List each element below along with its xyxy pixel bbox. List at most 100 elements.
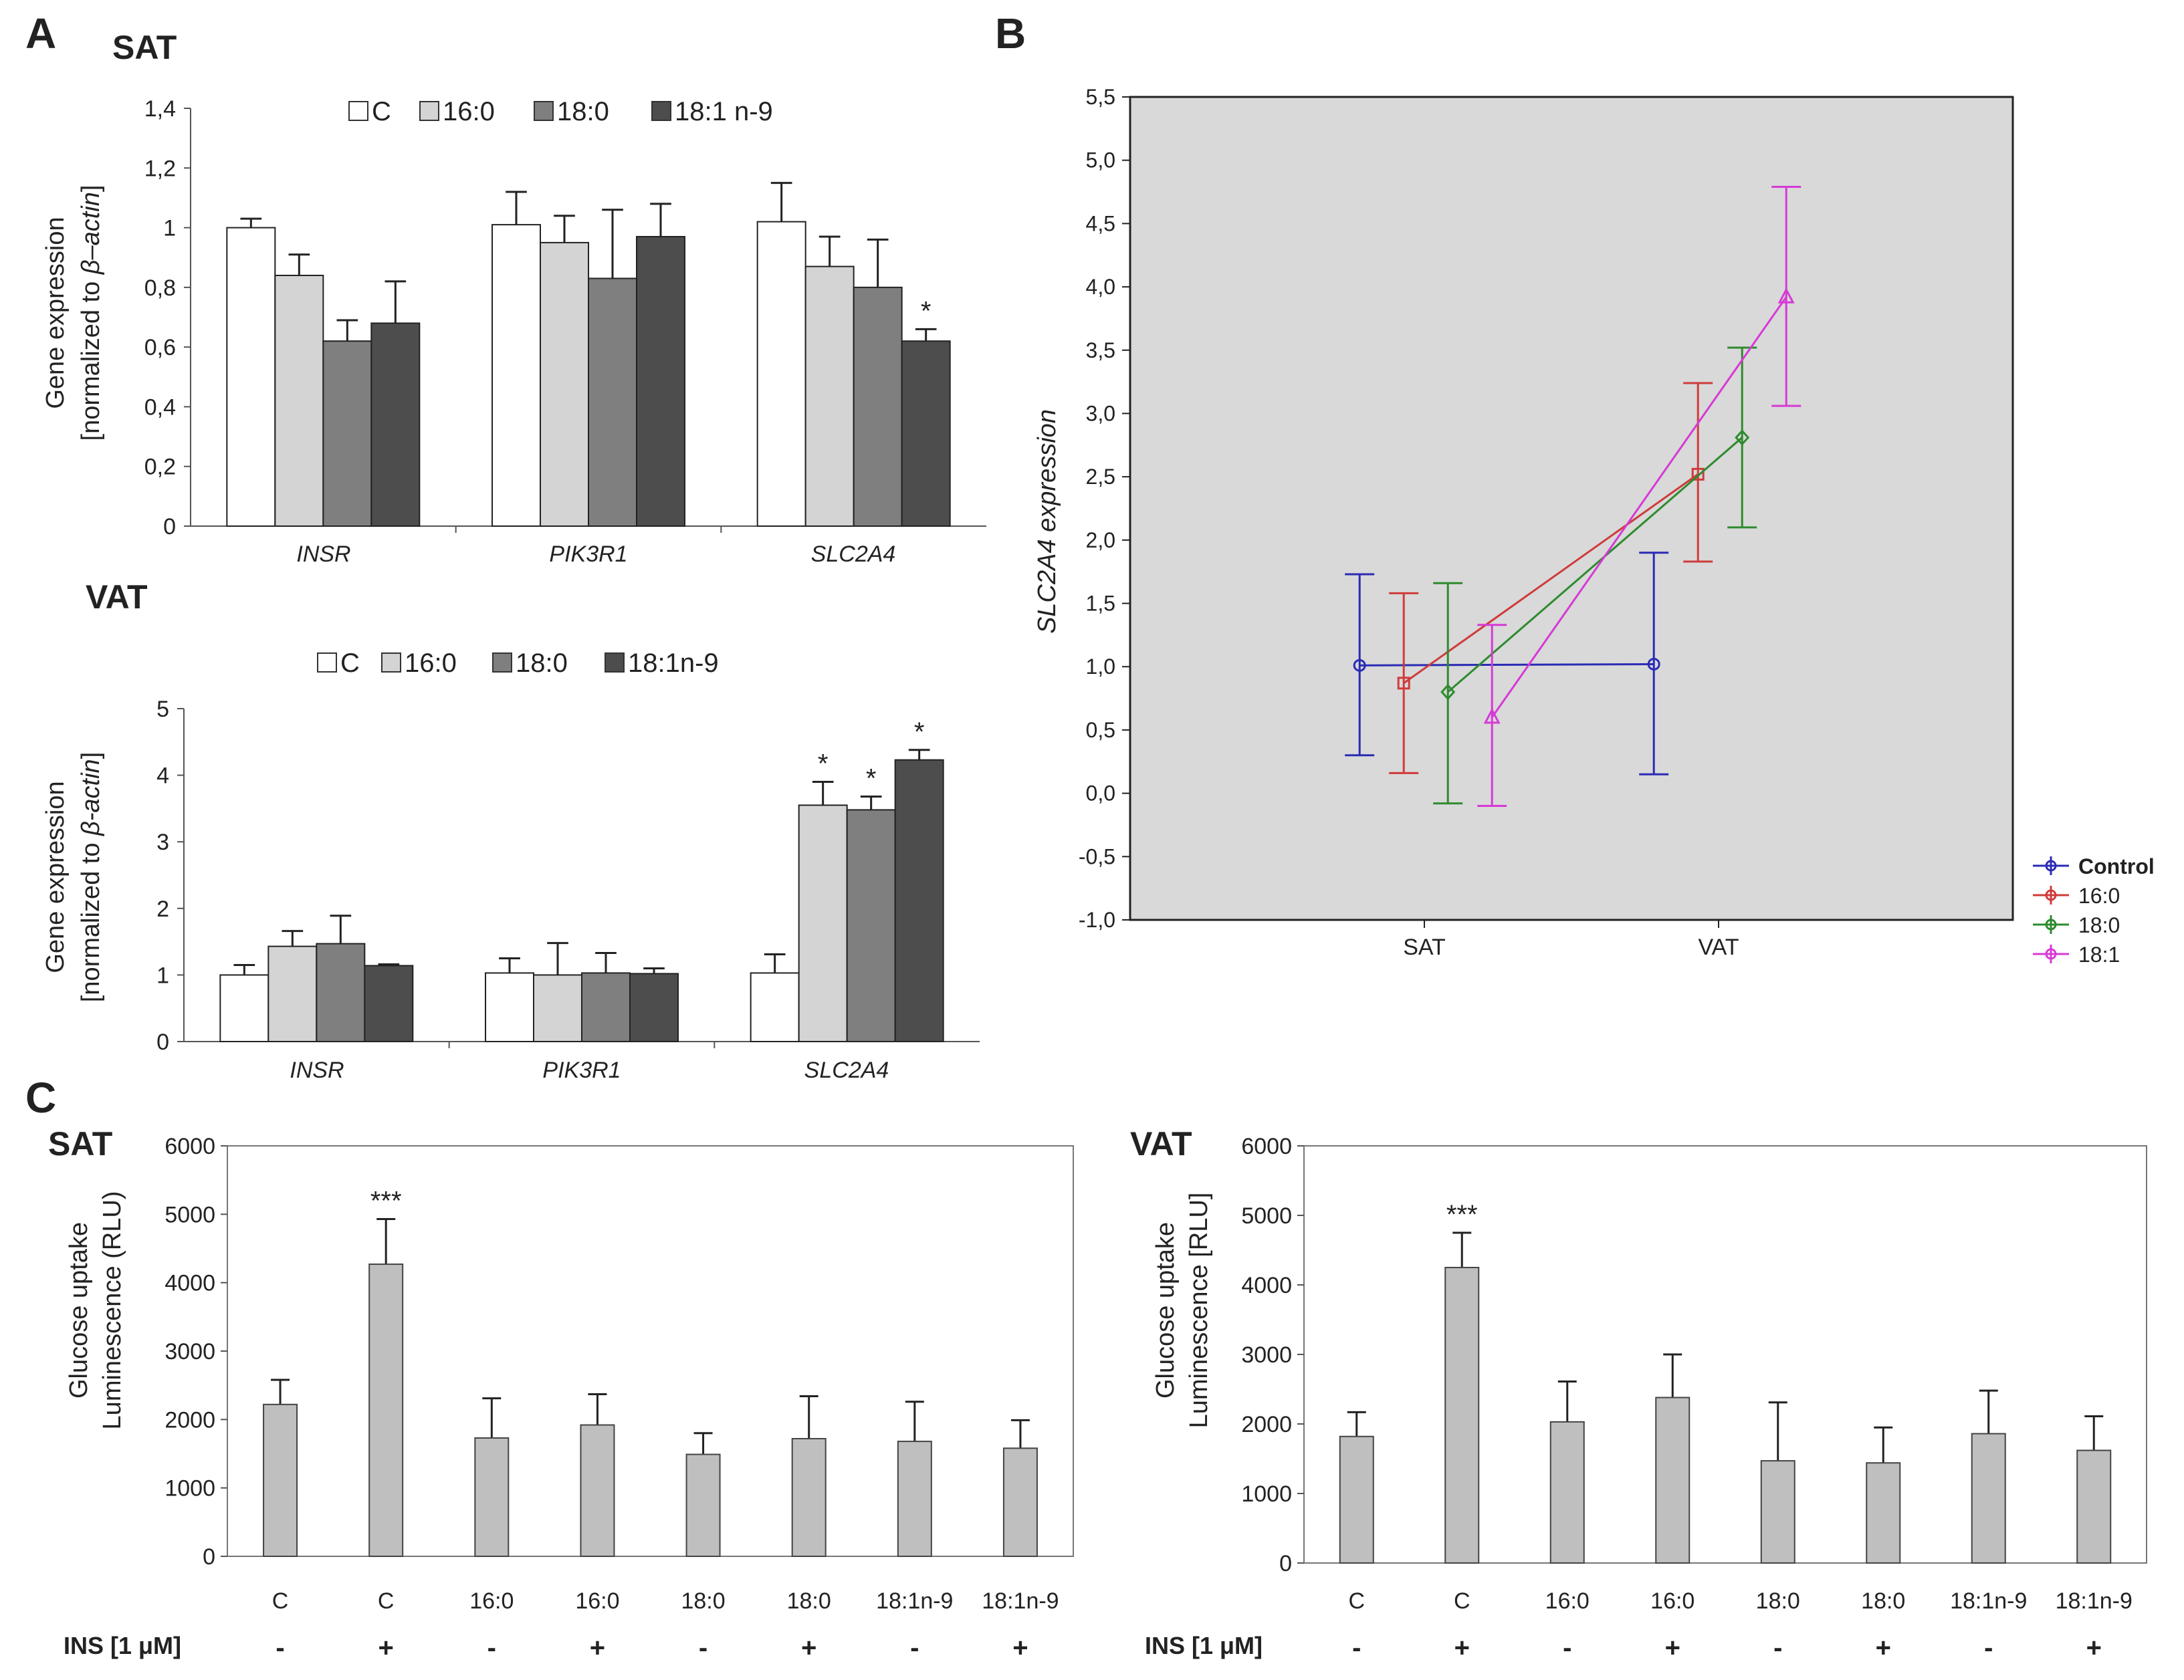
legend-label: C <box>340 648 360 678</box>
y-tick-label: 1000 <box>165 1476 215 1502</box>
y-tick-label: 0 <box>203 1544 215 1570</box>
legend-marker <box>2045 948 2057 960</box>
panel-c-sat-ylabel-line1: Glucose uptake <box>65 1222 93 1399</box>
x-category-label: 18:0 <box>1861 1588 1905 1614</box>
x-tick-label: VAT <box>1698 935 1739 960</box>
panel-a-sat-ylabel-line1: Gene expression <box>41 217 70 408</box>
panel-b-letter: B <box>995 9 1026 57</box>
y-tick-label: 4,5 <box>1086 211 1115 235</box>
x-category-label: 18:1n-9 <box>876 1588 953 1614</box>
y-tick-label: 1000 <box>1241 1481 1292 1507</box>
ins-indicator: + <box>590 1633 605 1663</box>
panel-c-sat-ylabel-line2: Luminescence (RLU) <box>98 1191 126 1430</box>
y-tick-label: 1,4 <box>144 96 176 122</box>
ins-indicator: - <box>1352 1633 1361 1663</box>
panel-a-sat-title: SAT <box>112 29 177 66</box>
y-tick-label: -1,0 <box>1079 908 1115 932</box>
panel-a-vat-title: VAT <box>86 578 148 616</box>
bar-18-1n-9-ins-minus <box>1971 1433 2006 1564</box>
y-tick-label: 5000 <box>1241 1203 1292 1229</box>
legend-b: Control 16:0 18:0 18:1 <box>2033 854 2155 967</box>
ins-indicator: - <box>1984 1633 1993 1663</box>
legend-swatch <box>419 101 439 121</box>
bar-18-1-n-9-pik3r1 <box>636 235 685 527</box>
category-label: PIK3R1 <box>549 542 627 567</box>
legend-swatch <box>605 652 625 673</box>
ins-indicator: + <box>1876 1633 1891 1663</box>
bar-18-0-insr <box>316 943 366 1043</box>
bar-16-0-ins-minus <box>1549 1421 1585 1564</box>
panel-a-vat-ylabel-line2: [normalized to β-actin] <box>77 752 105 1002</box>
data-point <box>1735 429 1750 446</box>
legend-marker <box>2045 860 2057 872</box>
category-label: INSR <box>290 1058 344 1083</box>
x-category-label: C <box>272 1588 289 1614</box>
category-label: SLC2A4 <box>811 542 896 567</box>
panel-c-sat-title: SAT <box>48 1125 112 1163</box>
x-category-label: C <box>378 1588 395 1614</box>
x-category-label: 16:0 <box>1545 1588 1590 1614</box>
x-category-label: C <box>1348 1588 1365 1614</box>
series-line-control <box>1359 663 1654 667</box>
y-tick-label: 0 <box>1279 1551 1292 1576</box>
bar-18-1n-9-slc2a4 <box>894 759 944 1043</box>
significance-star: * <box>866 763 877 793</box>
category-label: SLC2A4 <box>804 1058 889 1083</box>
category-labels-a-vat: INSR PIK3R1 SLC2A4 <box>290 1058 889 1083</box>
bar-18-1n-9-ins-minus <box>897 1441 932 1558</box>
chart-a-vat: 0 1 2 3 4 5 * * * <box>156 697 980 1055</box>
data-point <box>1777 287 1795 304</box>
panel-c-vat-title: VAT <box>1130 1125 1192 1163</box>
y-tick-label: 5000 <box>165 1202 215 1227</box>
y-tick-label: 4 <box>156 763 169 789</box>
panel-b-ylabel: SLC2A4 expression <box>1033 409 1061 634</box>
bar-18-0-ins-minus <box>685 1453 721 1558</box>
legend-swatch <box>651 101 671 121</box>
x-category-label: 16:0 <box>469 1588 514 1614</box>
legend-label: 18:1n-9 <box>628 648 719 678</box>
panel-c-vat-ins-label: INS [1 μM] <box>1145 1632 1263 1659</box>
bar-18-0-ins-minus <box>1760 1460 1795 1564</box>
ins-indicator: - <box>699 1633 707 1663</box>
legend-marker <box>2045 889 2057 901</box>
bar-18-1n-9-ins-plus <box>1002 1447 1038 1557</box>
legend-swatch <box>492 652 512 673</box>
ins-indicator: - <box>1563 1633 1571 1663</box>
chart-a-sat: 0 0,2 0,4 0,6 0,8 1 1,2 1,4 * <box>144 96 986 539</box>
x-category-label: C <box>1454 1588 1470 1614</box>
chart-c-sat: 0 1000 2000 3000 4000 5000 6000 C - *** C +16:0 - 16:… <box>165 1134 1074 1663</box>
y-tick-label: 0,4 <box>144 394 176 420</box>
series-line-18-0 <box>1447 437 1743 693</box>
bar-18-1n-9-pik3r1 <box>629 973 679 1042</box>
plot-area <box>1129 96 2014 921</box>
y-tick-label: 6000 <box>1241 1134 1292 1159</box>
y-tick-label: 5,5 <box>1086 85 1115 109</box>
ins-indicator: - <box>1773 1633 1782 1663</box>
x-tick-label: SAT <box>1403 935 1446 960</box>
bar-18-0-slc2a4 <box>846 809 896 1042</box>
bar-18-0-pik3r1 <box>581 972 631 1042</box>
legend-label: 18:0 <box>557 97 609 126</box>
y-tick-label: 3000 <box>1241 1342 1292 1368</box>
bar-C-ins-plus <box>1444 1267 1480 1564</box>
data-point <box>1483 707 1501 724</box>
category-label: INSR <box>296 542 350 567</box>
category-label: PIK3R1 <box>542 1058 621 1083</box>
ins-indicator: + <box>1665 1633 1680 1663</box>
ins-indicator: + <box>1454 1633 1470 1663</box>
panel-c-vat-ylabel-line2: Luminescence [RLU] <box>1185 1193 1213 1429</box>
legend-label: C <box>372 97 391 126</box>
bar-18-1-n-9-slc2a4 <box>901 340 951 527</box>
y-tick-label: 1 <box>163 216 176 241</box>
ins-indicator: - <box>276 1633 284 1663</box>
legend-label: 18:1 <box>2078 943 2120 967</box>
y-tick-label: 4000 <box>165 1271 215 1296</box>
series-line-16-0 <box>1403 473 1699 685</box>
bar-C-ins-minus <box>1339 1435 1374 1564</box>
legend-label: 16:0 <box>2078 884 2120 908</box>
y-tick-label: 4000 <box>1241 1273 1292 1298</box>
y-tick-label: 1 <box>156 963 169 988</box>
bar-18-1-n-9-insr <box>370 322 421 527</box>
x-category-label: 18:0 <box>681 1588 725 1614</box>
y-tick-label: 0,5 <box>1086 718 1115 742</box>
